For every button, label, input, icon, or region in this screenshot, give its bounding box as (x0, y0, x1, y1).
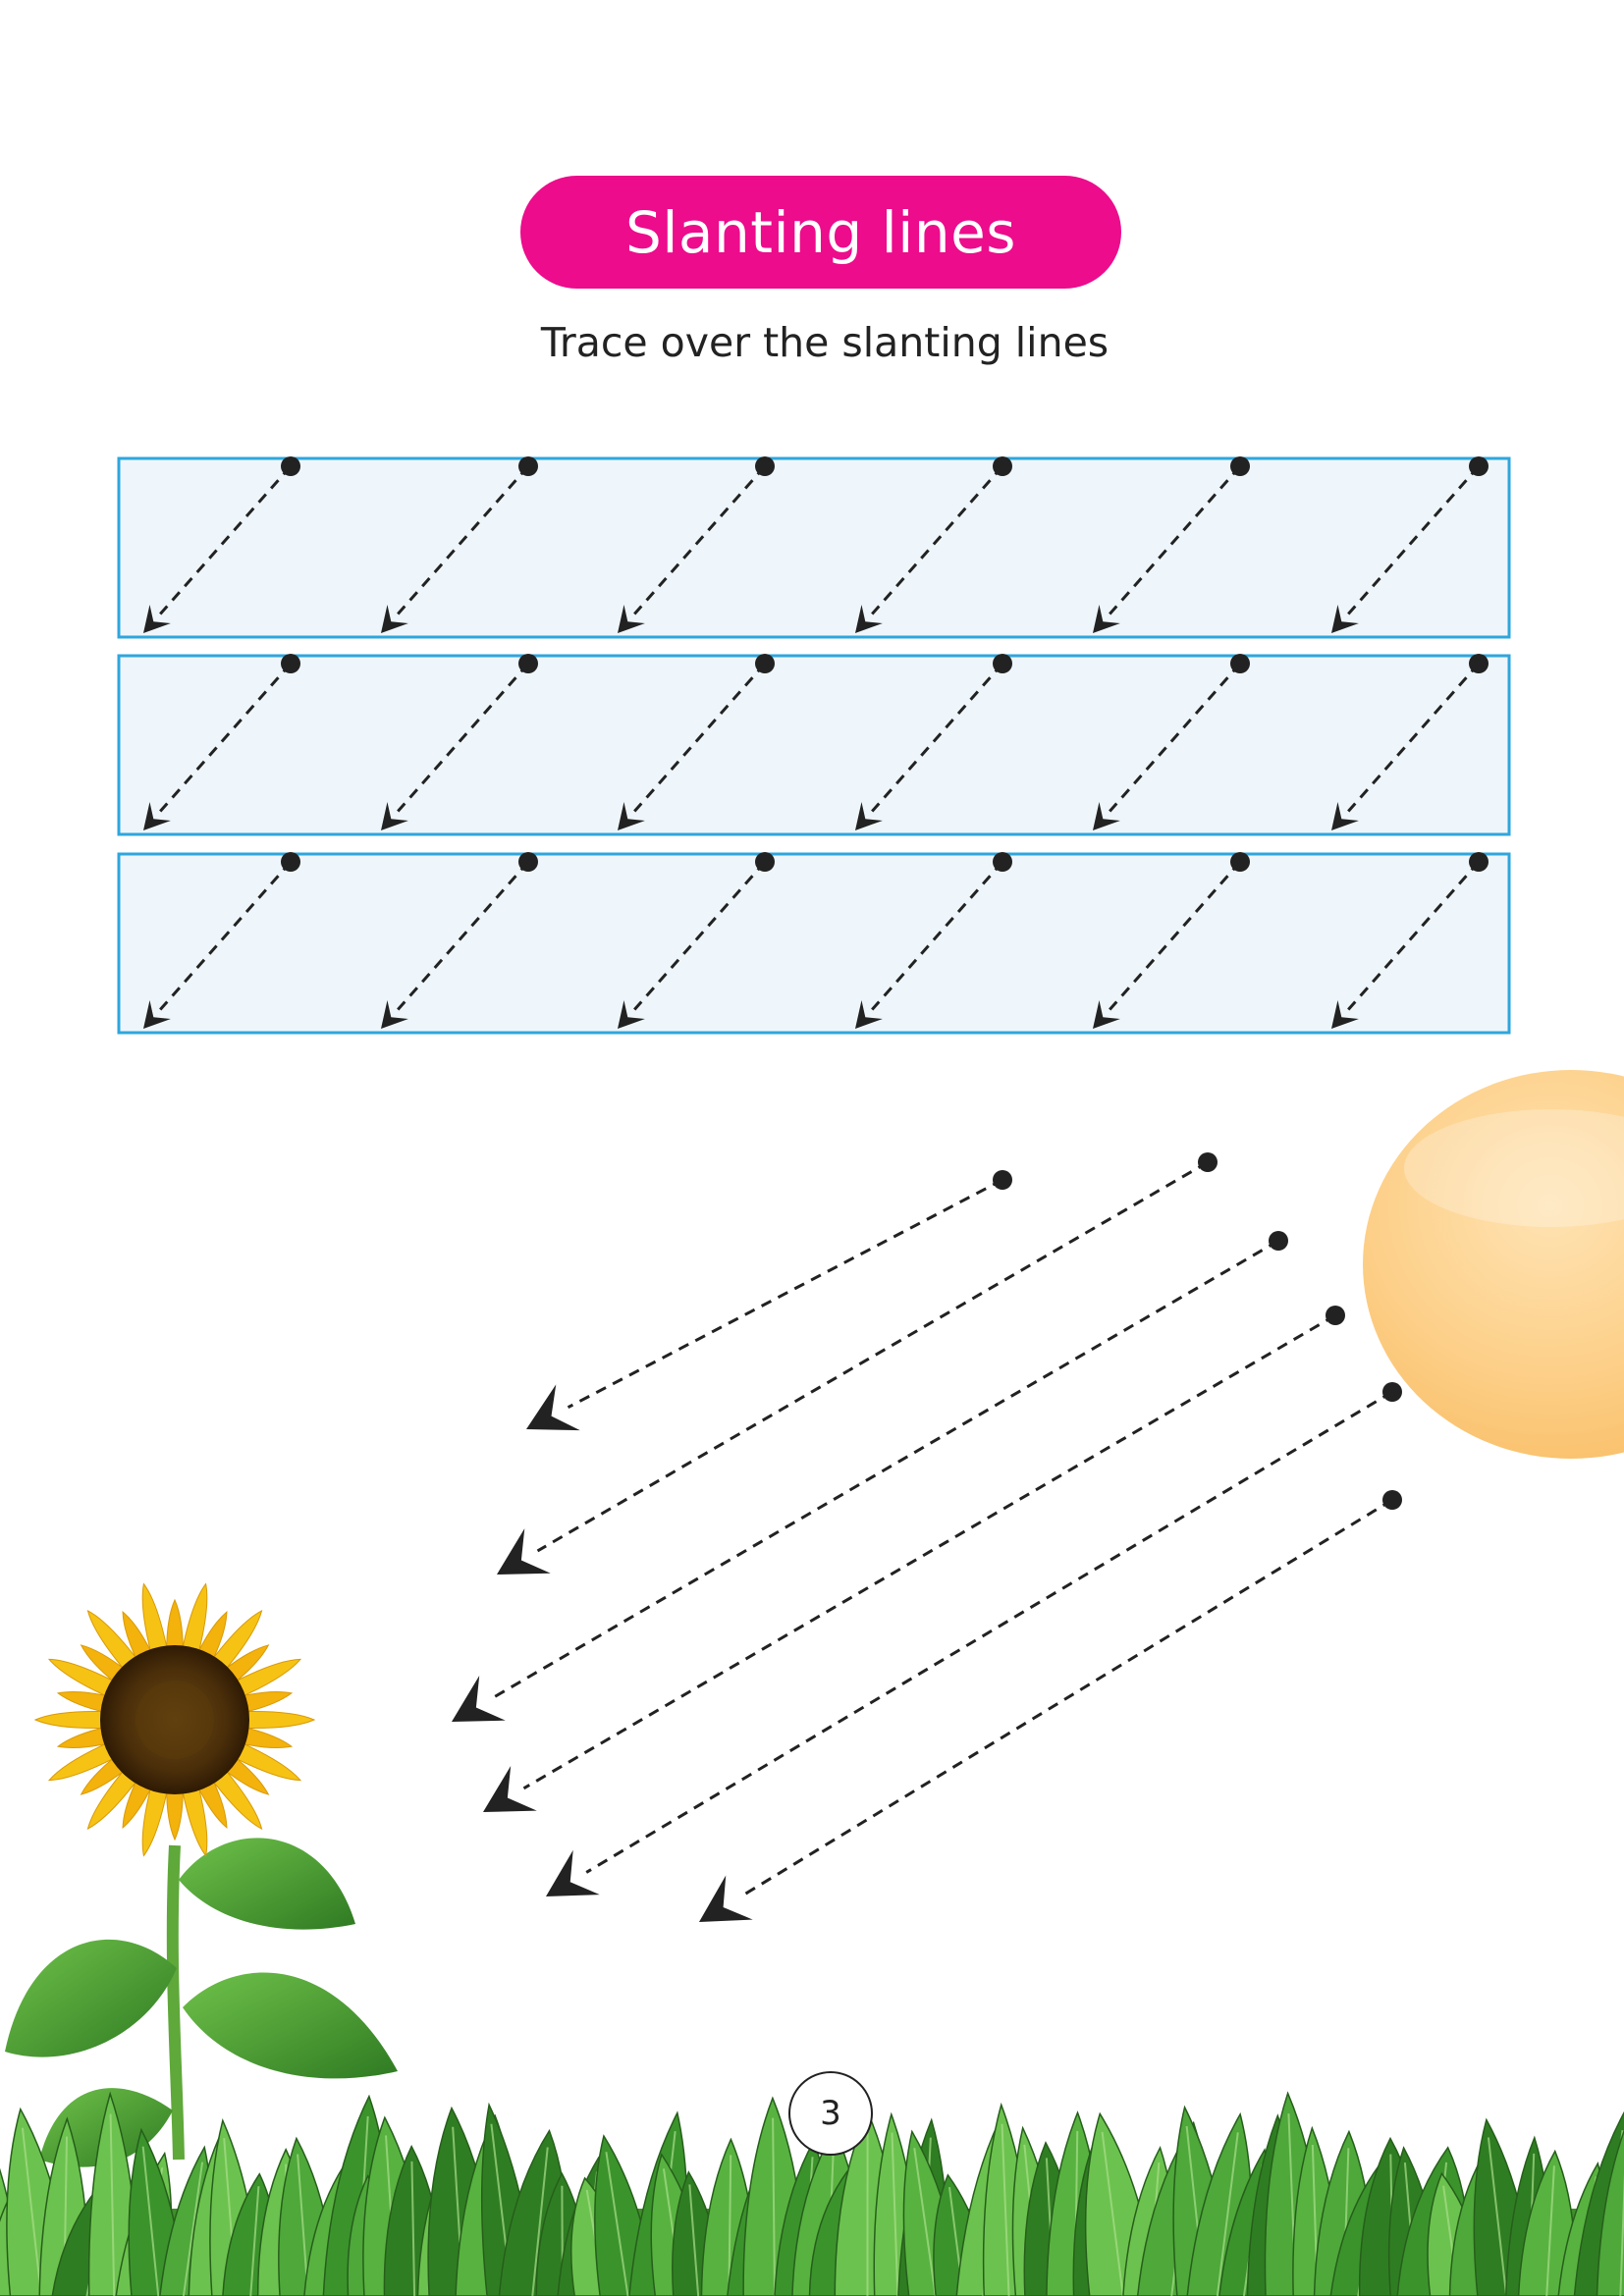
slant-trace-line (143, 456, 300, 633)
sun-icon (1363, 1070, 1624, 1459)
slant-trace-line (381, 654, 538, 830)
ray-trace-line (497, 1152, 1218, 1575)
instruction-text: Trace over the slanting lines (540, 319, 1110, 366)
slant-trace-line (855, 654, 1012, 830)
slant-trace-line (1331, 852, 1489, 1029)
slant-trace-line (1093, 852, 1250, 1029)
slant-trace-line (1331, 456, 1489, 633)
slant-trace-line (1093, 456, 1250, 633)
page-number: 3 (788, 2071, 873, 2156)
tracing-box (117, 654, 1511, 836)
slant-trace-line (381, 852, 538, 1029)
tracing-box (117, 456, 1511, 639)
grass-icon (0, 2091, 1624, 2296)
tracing-boxes (117, 456, 1511, 1035)
sun-ray-tracing-lines (452, 1152, 1402, 1922)
slant-trace-line (618, 456, 775, 633)
slant-trace-line (618, 654, 775, 830)
slant-trace-line (855, 456, 1012, 633)
ray-trace-line (483, 1306, 1345, 1812)
slant-trace-line (618, 852, 775, 1029)
ray-trace-line (526, 1170, 1012, 1431)
slant-trace-line (143, 654, 300, 830)
page-title: Slanting lines (625, 198, 1016, 266)
tracing-box (117, 852, 1511, 1035)
title-pill: Slanting lines (520, 176, 1121, 289)
slant-trace-line (381, 456, 538, 633)
ray-trace-line (546, 1382, 1402, 1896)
slant-trace-line (855, 852, 1012, 1029)
ray-trace-line (452, 1231, 1288, 1722)
ray-trace-line (699, 1490, 1402, 1922)
slant-trace-line (1093, 654, 1250, 830)
slant-trace-line (143, 852, 300, 1029)
slant-trace-line (1331, 654, 1489, 830)
flower-icon (5, 1582, 398, 2167)
